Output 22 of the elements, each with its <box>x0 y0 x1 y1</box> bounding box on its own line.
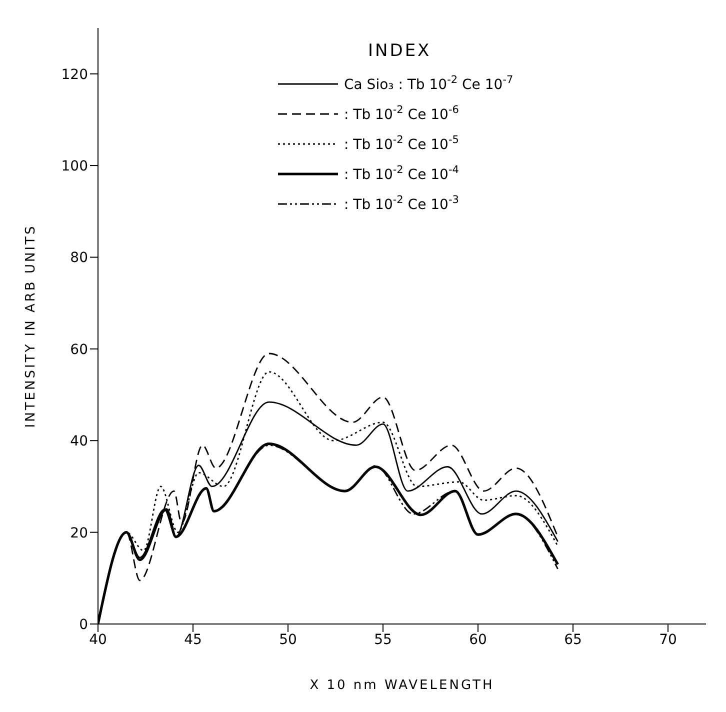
legend-title: INDEX <box>368 41 432 61</box>
y-tick-label: 100 <box>61 158 88 175</box>
x-tick-label: 55 <box>374 632 392 648</box>
x-tick-label: 45 <box>184 632 202 648</box>
legend-label: Ca Sio₃ : Tb 10$^{-2}$ Ce 10$^{-7}$ <box>344 74 514 93</box>
x-tick-label: 65 <box>564 632 582 648</box>
legend-label: : Tb 10$^{-2}$ Ce 10$^{-5}$ <box>344 134 459 153</box>
legend-label: : Tb 10$^{-2}$ Ce 10$^{-4}$ <box>344 164 460 183</box>
x-tick-label: 40 <box>89 632 107 648</box>
y-tick-label: 60 <box>70 342 88 358</box>
x-axis-title: X 10 nm WAVELENGTH <box>310 678 494 693</box>
y-tick-label: 0 <box>79 616 88 633</box>
legend-label: : Tb 10$^{-2}$ Ce 10$^{-3}$ <box>344 194 459 213</box>
legend-label: : Tb 10$^{-2}$ Ce 10$^{-6}$ <box>344 104 460 123</box>
y-tick-label: 80 <box>70 250 88 266</box>
x-tick-label: 70 <box>659 632 677 648</box>
y-tick-label: 40 <box>70 434 88 450</box>
x-tick-label: 50 <box>279 632 297 648</box>
x-tick-label: 60 <box>469 632 487 648</box>
y-axis-title: INTENSITY IN ARB UNITS <box>24 224 39 428</box>
y-tick-label: 120 <box>61 66 88 83</box>
y-tick-label: 20 <box>70 525 88 542</box>
